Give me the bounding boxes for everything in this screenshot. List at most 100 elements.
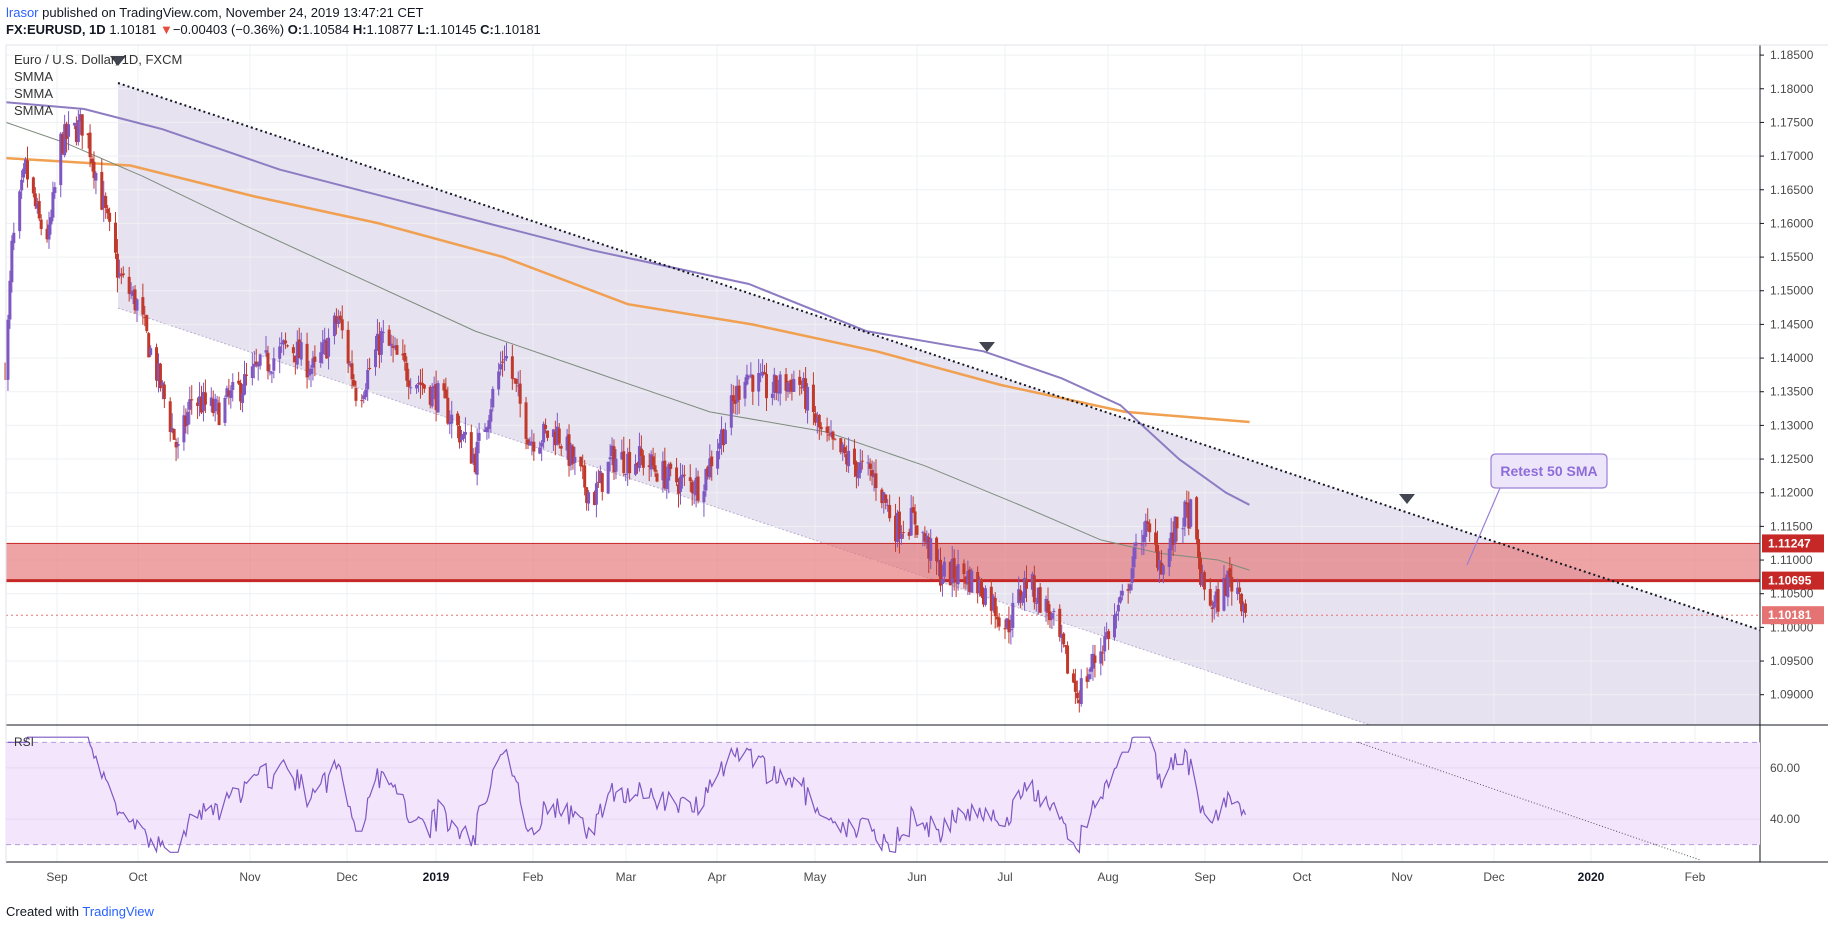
tradingview-logo[interactable]: TradingView <box>82 904 154 919</box>
candle-body <box>74 125 78 143</box>
candle-body <box>35 203 39 209</box>
candle-body <box>1093 655 1097 663</box>
candle-body <box>1030 574 1034 590</box>
candle-body <box>592 492 596 505</box>
candle-body <box>485 427 489 433</box>
candle-body <box>428 386 432 405</box>
candle-body <box>389 343 393 346</box>
candle-body <box>940 578 944 585</box>
y-tick-label: 1.11000 <box>1770 553 1813 567</box>
candle-body <box>76 120 80 143</box>
candle-body <box>1157 560 1161 571</box>
candle-body <box>121 273 125 276</box>
candle-body <box>635 463 639 466</box>
candle-body <box>565 436 569 451</box>
candle-body <box>158 363 162 389</box>
candle-body <box>915 525 919 535</box>
candle-body <box>747 376 751 378</box>
price-axis[interactable]: 1.18500 1.18000 1.17500 1.17000 1.16500 1.160… <box>1760 48 1824 702</box>
x-tick-label: Jul <box>997 870 1012 884</box>
candle-body <box>1075 692 1079 699</box>
candle-body <box>569 445 573 465</box>
author-link[interactable]: lrasor <box>6 5 39 20</box>
candle-body <box>213 398 217 412</box>
candle-body <box>772 374 776 393</box>
candle-body <box>1132 548 1136 568</box>
candle-body <box>540 442 544 447</box>
candle-body <box>723 429 727 445</box>
candle-body <box>997 617 1001 627</box>
candle-body <box>982 596 985 605</box>
candle-body <box>675 467 679 483</box>
candle-body <box>340 319 344 331</box>
candle-body <box>1058 608 1062 637</box>
y-tick-label: 1.10500 <box>1770 587 1814 601</box>
candle-body <box>12 232 16 244</box>
candle-body <box>18 191 22 232</box>
candle-body <box>391 346 395 348</box>
candle-body <box>422 384 426 389</box>
candle-body <box>882 492 886 501</box>
candle-body <box>409 387 413 389</box>
candle-body <box>1071 673 1075 683</box>
candle-body <box>845 453 849 465</box>
candle-body <box>504 356 508 359</box>
candle-body <box>571 446 575 464</box>
candle-body <box>1126 589 1130 591</box>
candle-body <box>628 451 632 474</box>
candle-body <box>1062 633 1066 645</box>
candle-body <box>24 159 28 170</box>
time-axis[interactable]: Sep Oct Nov Dec 2019 Feb Mar Apr May Jun Jul Aug Sep… <box>46 870 1705 884</box>
candle-body <box>196 402 200 406</box>
candle-body <box>352 380 356 386</box>
annotation[interactable]: Retest 50 SMA <box>1466 453 1608 566</box>
candle-body <box>336 317 340 325</box>
publish-text: published on TradingView.com, November 2… <box>38 5 424 20</box>
candle-body <box>620 452 624 460</box>
rsi-trendline <box>1357 741 1701 861</box>
candle-body <box>497 371 501 390</box>
candle-body <box>297 339 301 358</box>
candle-body <box>168 401 172 433</box>
candle-body <box>731 395 735 402</box>
candle-body <box>518 383 522 404</box>
candle-body <box>653 465 657 472</box>
candle-body <box>198 396 202 405</box>
candle-body <box>608 457 612 460</box>
candle-body <box>921 532 925 534</box>
candle-body <box>678 476 682 492</box>
candle-body <box>895 512 899 542</box>
candle-body <box>243 374 247 395</box>
candle-body <box>354 388 358 401</box>
candle-body <box>596 481 600 483</box>
candle-body <box>229 390 233 398</box>
candle-body <box>708 458 712 478</box>
candle-body <box>401 353 405 356</box>
candle-body <box>989 586 993 611</box>
candle-body <box>581 465 585 467</box>
candle-body <box>217 402 221 426</box>
candle-body <box>403 353 407 362</box>
candle-body <box>1214 591 1218 603</box>
pivot-marker-icon <box>1399 494 1415 504</box>
rsi-tick-label: 60.00 <box>1770 761 1800 775</box>
candle-body <box>1107 631 1111 640</box>
candle-body <box>1036 587 1040 604</box>
candle-body <box>1173 516 1177 543</box>
candle-body <box>436 383 440 413</box>
candle-body <box>532 441 536 452</box>
candle-body <box>1032 575 1036 603</box>
candle-body <box>897 511 901 539</box>
candle-body <box>92 161 96 179</box>
x-tick-label: Aug <box>1097 870 1118 884</box>
candle-body <box>1228 568 1232 578</box>
candle-body <box>874 473 878 489</box>
candle-body <box>847 450 851 467</box>
candle-body <box>639 448 643 456</box>
trendlines <box>110 56 1761 631</box>
candle-body <box>786 382 790 392</box>
candle-body <box>104 196 108 208</box>
candle-body <box>622 451 626 473</box>
candle-body <box>366 369 370 390</box>
